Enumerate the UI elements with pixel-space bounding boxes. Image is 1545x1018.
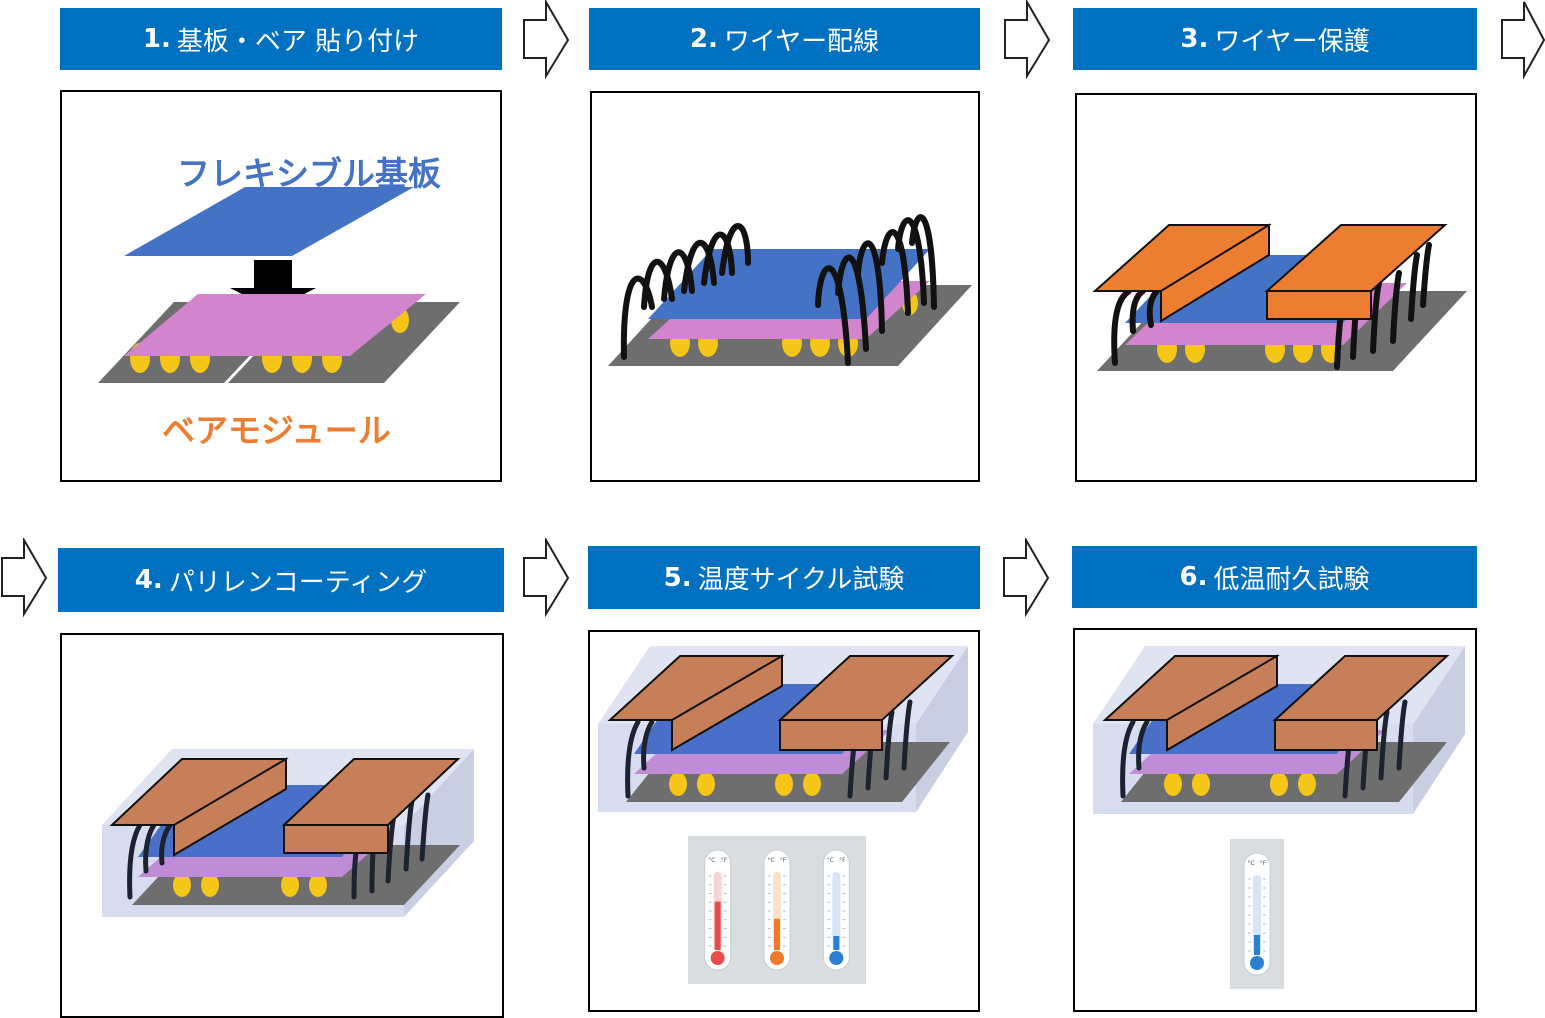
step-4-title: 4. パリレンコーティング [58, 548, 504, 612]
step-1-title: 1. 基板・ベア 貼り付け [60, 8, 502, 70]
thermometer-hot: °C °F [704, 849, 732, 971]
flow-arrow-5-6 [1003, 538, 1050, 618]
thermometer-cold: °C °F [1243, 852, 1271, 976]
wire-protection-right [281, 758, 461, 854]
celsius-label: °C [708, 857, 715, 864]
flow-arrow-4-5 [523, 538, 570, 618]
flow-arrow-3-next [1501, 1, 1545, 80]
step-3-panel [1075, 93, 1477, 482]
fahrenheit-label: °F [1260, 860, 1267, 867]
thermometer-cold: °C °F [822, 849, 850, 971]
wire-protection-right [1264, 224, 1448, 320]
step-4-panel [60, 633, 504, 1018]
bare-module-label: ベアモジュール [162, 411, 391, 450]
wire-protection-left [109, 757, 289, 857]
fahrenheit-label: °F [780, 857, 787, 864]
flex-substrate-label: フレキシブル基板 [177, 154, 441, 193]
flex-substrate [124, 187, 414, 256]
bond-wires [620, 214, 937, 366]
step-2-panel [590, 91, 980, 482]
wire-protection-illustration [1092, 223, 1467, 371]
assembly-illustration [98, 187, 460, 383]
coated-module-illustration [598, 646, 968, 812]
wire-protection-left [1092, 223, 1272, 323]
solder-bumps [173, 873, 327, 897]
thermometer-warm: °C °F [763, 849, 791, 971]
coated-module-illustration [1093, 646, 1465, 814]
step-5-title: 5. 温度サイクル試験 [588, 546, 980, 609]
step-5-panel: °C °F °C °F °C °F [588, 630, 980, 1012]
celsius-label: °C [767, 857, 774, 864]
thermometer-card-step6: °C °F [1230, 839, 1284, 989]
wire-bonding-illustration [608, 214, 972, 366]
flow-arrow-1-2 [523, 0, 570, 80]
step-1-panel: フレキシブル基板 ベアモジュール [60, 90, 502, 482]
bare-module [124, 294, 426, 356]
step-3-title: 3. ワイヤー保護 [1073, 8, 1477, 70]
step-6-title: 6. 低温耐久試験 [1072, 546, 1477, 608]
flow-arrow-into-4 [1, 538, 48, 618]
step-6-panel: °C °F [1073, 628, 1477, 1012]
celsius-label: °C [827, 857, 834, 864]
flow-arrow-2-3 [1004, 0, 1051, 80]
fahrenheit-label: °F [720, 857, 727, 864]
step-2-title: 2. ワイヤー配線 [589, 8, 980, 70]
parylene-coating-illustration [102, 749, 474, 917]
fahrenheit-label: °F [839, 857, 846, 864]
celsius-label: °C [1247, 860, 1254, 867]
thermometer-card-step5: °C °F °C °F °C °F [688, 836, 866, 984]
